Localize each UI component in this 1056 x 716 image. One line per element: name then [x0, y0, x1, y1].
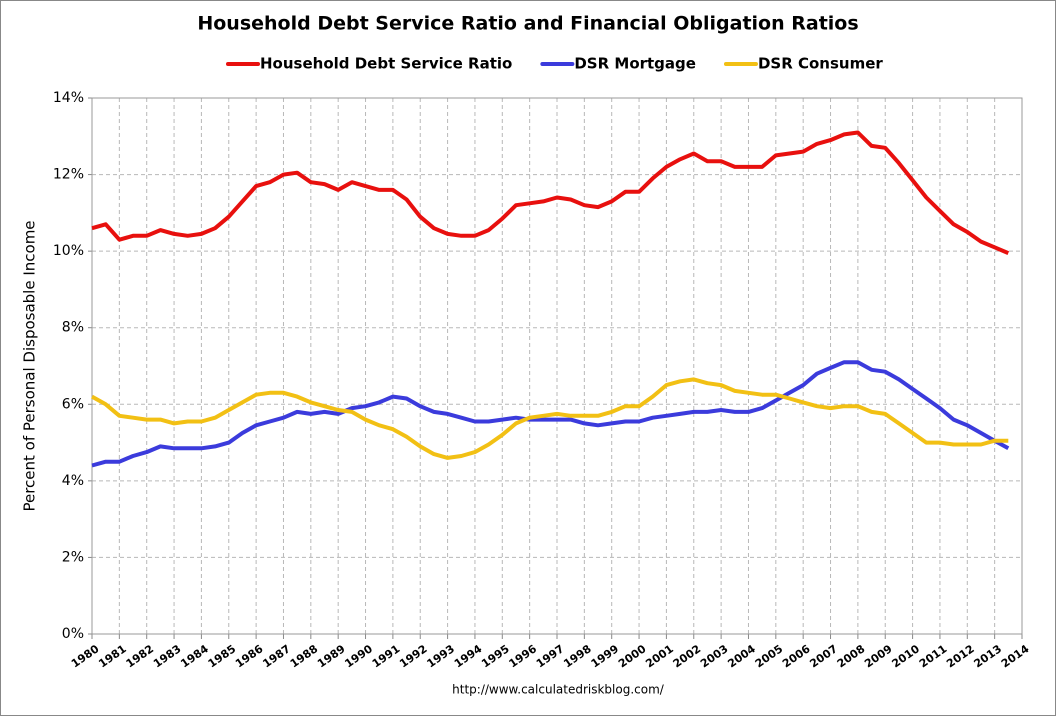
legend: Household Debt Service Ratio DSR Mortgage…	[226, 55, 883, 73]
y-tick-label: 2%	[62, 549, 84, 565]
y-tick-label: 14%	[53, 90, 84, 106]
chart-title: Household Debt Service Ratio and Financi…	[197, 13, 858, 35]
y-tick-label: 4%	[62, 473, 84, 489]
data-line	[91, 377, 1009, 460]
source-note: http://www.calculatedriskblog.com/	[452, 683, 665, 697]
y-tick-label: 12%	[53, 167, 84, 183]
plot-border	[91, 97, 1023, 635]
legend-label: DSR Consumer	[758, 55, 883, 73]
legend-label: DSR Mortgage	[574, 55, 696, 73]
legend-label: Household Debt Service Ratio	[260, 55, 512, 73]
data-line	[91, 360, 1010, 468]
data-line	[91, 130, 1010, 255]
y-tick-label: 6%	[62, 396, 84, 412]
y-tick-label: 8%	[62, 320, 84, 336]
y-tick-label: 10%	[53, 243, 84, 259]
y-axis-label: Percent of Personal Disposable Income	[21, 220, 39, 511]
y-tick-label: 0%	[62, 626, 84, 642]
